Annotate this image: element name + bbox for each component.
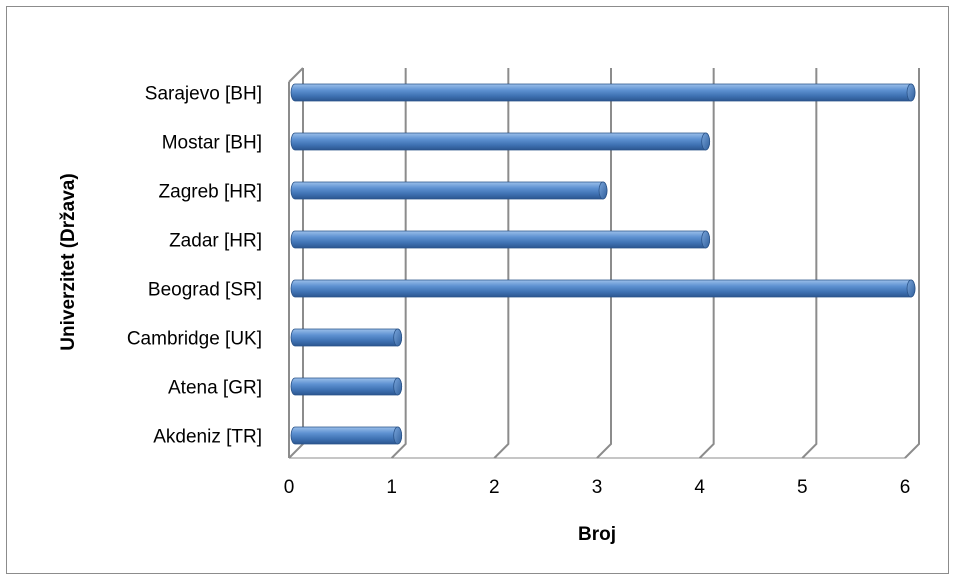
bar bbox=[290, 377, 403, 396]
bar bbox=[290, 83, 916, 102]
gridline bbox=[698, 68, 715, 459]
bar-layer bbox=[290, 83, 916, 445]
bar bbox=[290, 426, 403, 445]
category-label: Akdeniz [TR] bbox=[153, 427, 262, 448]
label-layer: 0 1 2 3 4 5 6 Sarajevo [BH] Mostar [BH] Zagreb [H… bbox=[127, 84, 910, 499]
bar bbox=[290, 132, 711, 151]
category-label: Zadar [HR] bbox=[169, 231, 262, 252]
gridline bbox=[596, 68, 612, 459]
gridline bbox=[801, 68, 818, 459]
x-tick-label: 3 bbox=[592, 477, 603, 498]
x-axis-title: Broj bbox=[578, 524, 616, 545]
x-tick-label: 1 bbox=[386, 477, 397, 498]
gridline bbox=[904, 68, 920, 459]
bar bbox=[290, 230, 711, 249]
category-label: Cambridge [UK] bbox=[127, 329, 262, 350]
category-label: Beograd [SR] bbox=[148, 280, 262, 301]
bar bbox=[290, 328, 403, 347]
x-tick-label: 2 bbox=[489, 477, 500, 498]
axis-depth-line bbox=[288, 67, 304, 83]
category-label: Mostar [BH] bbox=[162, 133, 262, 154]
x-tick-label: 0 bbox=[284, 477, 295, 498]
gridline bbox=[390, 68, 407, 459]
category-label: Atena [GR] bbox=[168, 378, 262, 399]
gridline bbox=[288, 68, 304, 459]
category-label: Zagreb [HR] bbox=[159, 182, 262, 203]
bar bbox=[290, 181, 608, 200]
x-tick-label: 6 bbox=[900, 477, 911, 498]
bar bbox=[290, 279, 916, 298]
y-axis-title: Univerzitet (Država) bbox=[58, 173, 79, 350]
grid-layer bbox=[288, 67, 920, 459]
x-tick-label: 5 bbox=[797, 477, 808, 498]
gridline bbox=[493, 68, 510, 459]
category-label: Sarajevo [BH] bbox=[145, 84, 262, 105]
x-tick-label: 4 bbox=[694, 477, 705, 498]
